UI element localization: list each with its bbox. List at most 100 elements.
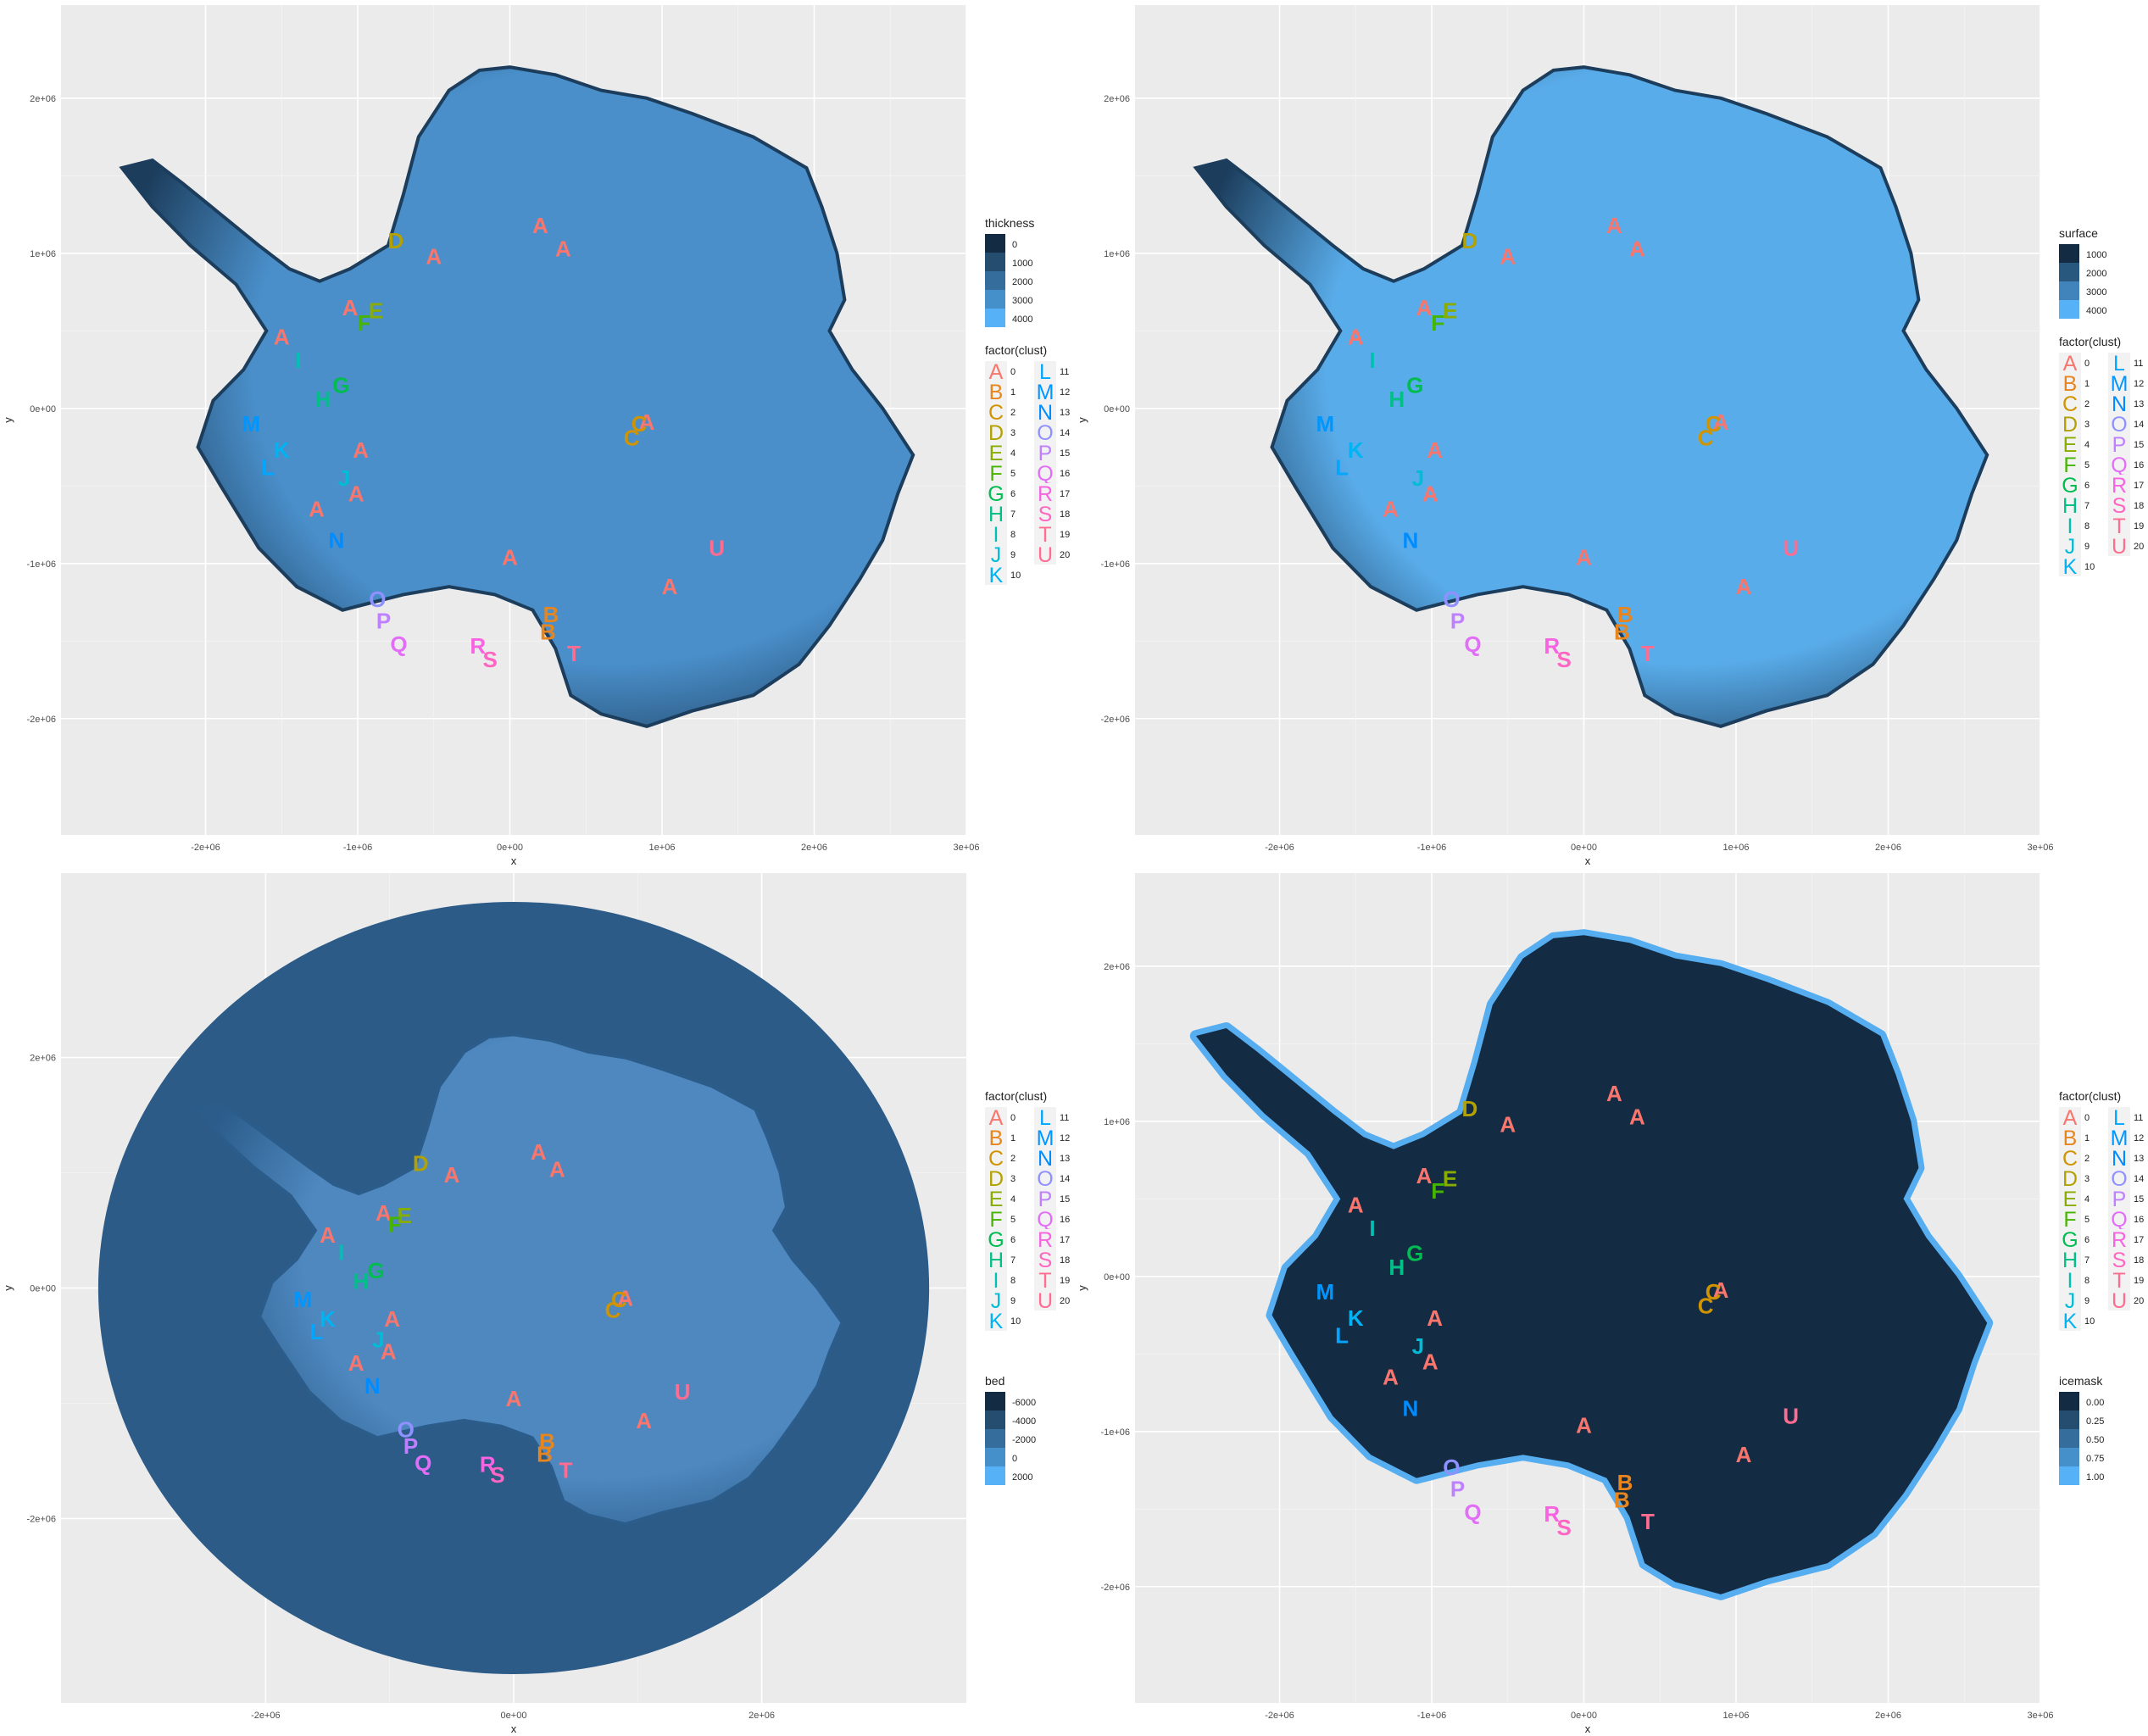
cluster-legend-key: B [989, 381, 1004, 404]
cluster-legend-key-bg [2059, 1270, 2081, 1290]
cluster-point-L: L [1335, 1322, 1349, 1348]
cluster-point-J: J [372, 1327, 384, 1353]
thickness-legend-label: 4000 [1012, 314, 1032, 325]
cluster-legend-label: 13 [1060, 1154, 1070, 1164]
cluster-legend-key: K [2063, 1310, 2078, 1333]
cluster-legend-key-bg [985, 1209, 1007, 1229]
cluster-legend-label: 12 [1060, 1133, 1070, 1143]
cluster-legend-key: S [1038, 1249, 1053, 1272]
antarctica-landmass [194, 1032, 844, 1527]
cluster-point-A: A [617, 1286, 633, 1311]
cluster-point-A: A [443, 1162, 459, 1188]
y-tick-label: -1e+06 [26, 559, 56, 570]
cluster-legend-label: 19 [2134, 1276, 2144, 1286]
x-tick-label: 2e+06 [748, 1711, 775, 1721]
cluster-point-T: T [1641, 641, 1655, 666]
cluster-point-E: E [369, 298, 383, 323]
cluster-legend-key-bg [2059, 556, 2081, 576]
panel-icemask: -2e+06 -1e+06 0e+00 1e+06 2e+06 3e+06 -2e+06 -1… [1074, 868, 2148, 1736]
cluster-legend-key-bg [2108, 1249, 2130, 1270]
cluster-point-C: C [1706, 411, 1722, 437]
cluster-point-A: A [1629, 236, 1645, 261]
cluster-legend-key: H [988, 503, 1004, 526]
cluster-point-N: N [1402, 1395, 1418, 1421]
x-tick-label: 2e+06 [1875, 843, 1901, 853]
cluster-legend-key: Q [1037, 1208, 1053, 1232]
cluster-point-B: B [1617, 1470, 1633, 1495]
cluster-point-B: B [1617, 602, 1633, 627]
cluster-legend-key: K [989, 1310, 1004, 1333]
cluster-legend-title: factor(clust) [2059, 335, 2121, 348]
cluster-legend-key-bg [1034, 1229, 1056, 1249]
cluster-point-B: B [1614, 619, 1630, 644]
cluster-legend-label: 20 [2134, 542, 2144, 552]
cluster-legend-label: 9 [1010, 550, 1016, 560]
icemask-legend-label: 0.75 [2086, 1454, 2104, 1464]
x-tick-label: -2e+06 [191, 843, 220, 853]
cluster-point-S: S [1557, 647, 1572, 672]
cluster-point-D: D [1462, 228, 1478, 253]
cluster-legend-label: 18 [2134, 1255, 2144, 1266]
icemask-legend-key [2059, 1466, 2079, 1485]
cluster-point-D: D [413, 1151, 429, 1177]
cluster-point-T: T [1641, 1509, 1655, 1534]
cluster-legend-key: M [2111, 1127, 2129, 1150]
cluster-point-A: A [426, 243, 442, 269]
cluster-legend-label: 20 [2134, 1296, 2144, 1306]
cluster-legend-key: J [2065, 1289, 2076, 1313]
cluster-legend-key: L [1039, 360, 1051, 384]
cluster-legend-key-bg [2059, 515, 2081, 536]
cluster-point-U: U [709, 535, 725, 560]
cluster-point-N: N [364, 1373, 381, 1399]
cluster-legend-label: 7 [2084, 1255, 2090, 1266]
surface-legend-key [2059, 244, 2079, 263]
cluster-legend-label: 1 [2084, 379, 2090, 389]
cluster-legend-key: K [989, 564, 1004, 587]
y-axis-title: y [1076, 1285, 1088, 1291]
cluster-legend-key: D [988, 1167, 1004, 1191]
x-tick-label: -1e+06 [1417, 843, 1447, 853]
cluster-point-L: L [1335, 454, 1349, 480]
cluster-point-Q: Q [415, 1450, 431, 1476]
y-axis-title: y [1076, 417, 1088, 423]
cluster-point-R: R [480, 1452, 496, 1477]
cluster-legend-key-bg [985, 381, 1007, 402]
bed-legend-title: bed [985, 1374, 1004, 1388]
cluster-point-A: A [381, 1338, 397, 1364]
cluster-legend-key: C [2062, 1147, 2078, 1171]
cluster-point-M: M [1316, 411, 1335, 437]
cluster-legend-key: H [2062, 1249, 2078, 1272]
bed-legend-key [985, 1429, 1005, 1448]
cluster-legend-label: 13 [1060, 408, 1070, 418]
cluster-legend-key: J [991, 543, 1002, 567]
cluster-legend-label: 14 [1060, 1174, 1070, 1184]
cluster-point-A: A [506, 1386, 522, 1411]
cluster-point-I: I [338, 1239, 344, 1265]
cluster-point-L: L [261, 454, 275, 480]
cluster-legend-label: 10 [1010, 570, 1021, 581]
antarctica-landmass [1193, 65, 1989, 728]
cluster-legend-key-bg [985, 1188, 1007, 1209]
cluster-point-C: C [605, 1297, 621, 1322]
surface-legend-key [2059, 300, 2079, 319]
y-tick-label: 0e+00 [1104, 404, 1130, 415]
cluster-legend-key: P [1038, 442, 1053, 465]
cluster-point-U: U [675, 1379, 691, 1405]
cluster-legend-key-bg [2059, 495, 2081, 515]
cluster-point-L: L [309, 1319, 323, 1344]
cluster-legend-title: factor(clust) [985, 1089, 1047, 1103]
cluster-point-A: A [549, 1156, 565, 1182]
cluster-legend-label: 11 [2134, 1113, 2143, 1123]
cluster-point-A: A [662, 574, 678, 599]
cluster-legend-key-bg [2108, 1270, 2130, 1290]
cluster-legend-key-bg [2108, 1188, 2130, 1209]
cluster-legend-label: 19 [2134, 521, 2144, 531]
cluster-point-R: R [1544, 1501, 1560, 1527]
cluster-point-H: H [1388, 1255, 1405, 1280]
cluster-legend-key: T [2112, 1269, 2125, 1293]
cluster-legend-key: R [1038, 482, 1053, 506]
cluster-legend-key-bg [985, 524, 1007, 544]
bed-legend-label: -6000 [1012, 1398, 1036, 1408]
y-axis-title: y [2, 417, 14, 423]
cluster-legend-key: U [2112, 535, 2127, 559]
